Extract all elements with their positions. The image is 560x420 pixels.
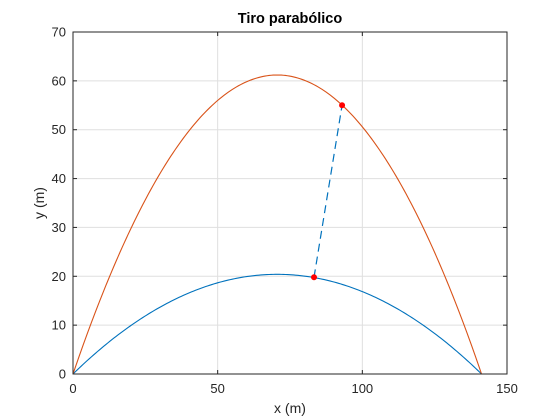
trajectory-line-1 <box>72 273 482 375</box>
point-marker-1 <box>311 274 318 281</box>
grid <box>73 32 507 374</box>
axes-box <box>72 31 508 375</box>
y-tick-label: 40 <box>52 171 66 186</box>
y-tick-label: 0 <box>59 367 66 382</box>
x-tick-label: 100 <box>351 381 373 396</box>
ticks: 0 50 100 150 0 10 20 30 40 50 60 70 <box>52 25 518 397</box>
y-tick-label: 60 <box>52 73 66 88</box>
y-tick-label: 10 <box>52 318 66 333</box>
trajectory-line-2 <box>72 74 483 375</box>
series-layer <box>72 74 483 375</box>
y-tick-label: 70 <box>52 25 66 40</box>
y-tick-label: 50 <box>52 122 66 137</box>
y-tick-label: 30 <box>52 220 66 235</box>
x-axis-label: x (m) <box>274 400 306 416</box>
y-axis-label: y (m) <box>31 187 47 219</box>
point-marker-2 <box>339 102 346 109</box>
y-tick-label: 20 <box>52 269 66 284</box>
x-tick-label: 50 <box>210 381 224 396</box>
x-tick-label: 150 <box>496 381 518 396</box>
x-tick-label: 0 <box>69 381 76 396</box>
dashed-connector-line <box>313 105 343 278</box>
chart-title: Tiro parabólico <box>238 11 343 27</box>
